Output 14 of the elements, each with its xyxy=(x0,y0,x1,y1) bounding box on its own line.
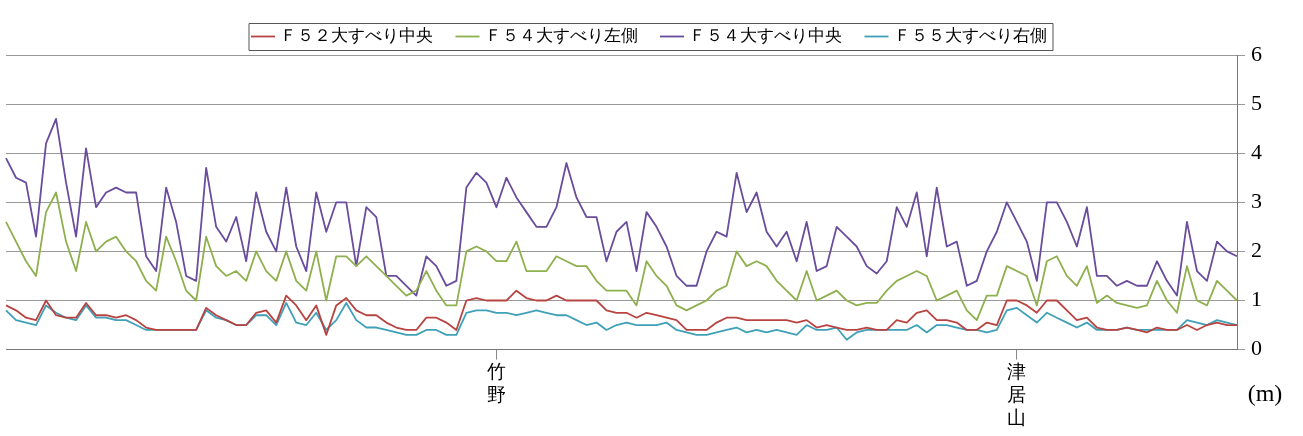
y-tick-label: 5 xyxy=(1251,89,1262,115)
legend-label: Ｆ５５大すべり右側 xyxy=(893,25,1047,45)
x-tick-label: 竹野 xyxy=(486,360,506,405)
y-tick-label: 1 xyxy=(1251,286,1262,312)
y-tick-label: 2 xyxy=(1251,237,1262,263)
legend-label: Ｆ５４大すべり左側 xyxy=(484,25,638,45)
legend-label: Ｆ５４大すべり中央 xyxy=(689,25,842,45)
y-tick-label: 3 xyxy=(1251,188,1262,214)
y-tick-label: 0 xyxy=(1251,335,1262,361)
legend-label: Ｆ５２大すべり中央 xyxy=(280,25,433,45)
y-axis-title: (m) xyxy=(1247,379,1283,406)
y-tick-label: 6 xyxy=(1251,40,1262,66)
y-tick-label: 4 xyxy=(1251,138,1262,164)
x-tick-label: 津居山 xyxy=(1007,360,1027,428)
